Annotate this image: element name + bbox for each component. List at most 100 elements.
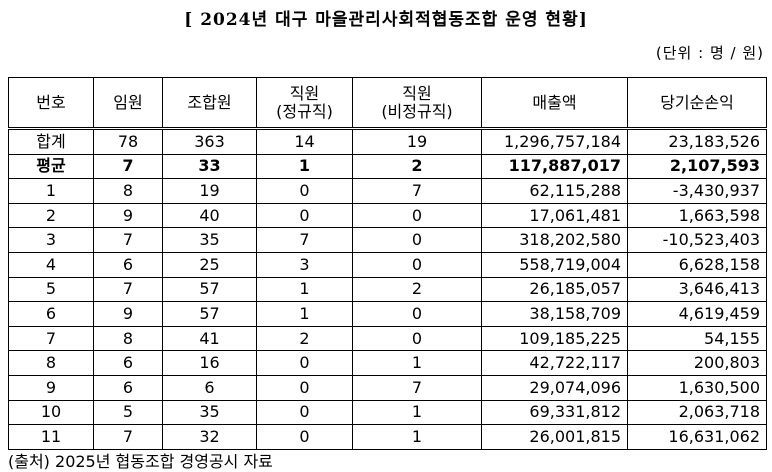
table-cell: -3,430,937 — [627, 178, 767, 204]
table-cell: 16 — [162, 350, 257, 376]
table-cell: 6 — [8, 301, 94, 327]
table-cell: 7 — [93, 227, 163, 253]
table-cell: 200,803 — [627, 350, 767, 376]
table-cell: 0 — [256, 178, 353, 204]
table-row: 합계 78 363 14 19 1,296,757,184 23,183,526 — [8, 128, 767, 155]
table-cell: 1 — [352, 424, 482, 450]
table-cell: 3 — [8, 227, 94, 253]
table-cell: 35 — [162, 399, 257, 426]
column-header: 임원 — [93, 77, 163, 130]
table-cell: 69,331,812 — [481, 399, 628, 426]
table-cell: 1,296,757,184 — [481, 128, 628, 155]
table-row: 5 7 57 1 2 26,185,057 3,646,413 — [8, 276, 767, 303]
table-cell: 16,631,062 — [627, 424, 767, 450]
column-header: 조합원 — [162, 77, 257, 130]
table-cell: 합계 — [8, 128, 94, 155]
table-row: 11 7 32 0 1 26,001,815 16,631,062 — [8, 424, 767, 450]
table-cell: 41 — [162, 325, 257, 352]
table-row: 9 6 6 0 7 29,074,096 1,630,500 — [8, 374, 767, 401]
table-cell: 0 — [256, 202, 353, 229]
column-header: 번호 — [8, 77, 94, 130]
table-row: 1 8 19 0 7 62,115,288 -3,430,937 — [8, 178, 767, 204]
table-row: 2 9 40 0 0 17,061,481 1,663,598 — [8, 202, 767, 229]
table-cell: 5 — [93, 399, 163, 426]
table-cell: 33 — [162, 153, 257, 180]
table-cell: 2 — [352, 276, 482, 303]
table-cell: 1,663,598 — [627, 202, 767, 229]
table-row: 10 5 35 0 1 69,331,812 2,063,718 — [8, 399, 767, 426]
table-cell: -10,523,403 — [627, 227, 767, 253]
table-cell: 7 — [256, 227, 353, 253]
table-row: 4 6 25 3 0 558,719,004 6,628,158 — [8, 251, 767, 278]
table-row: 6 9 57 1 0 38,158,709 4,619,459 — [8, 301, 767, 327]
table-row: 3 7 35 7 0 318,202,580 -10,523,403 — [8, 227, 767, 253]
table-cell: 9 — [93, 202, 163, 229]
table-cell: 0 — [256, 374, 353, 401]
table-cell: 0 — [352, 227, 482, 253]
table-cell: 78 — [93, 128, 163, 155]
table-cell: 1 — [256, 153, 353, 180]
table-cell: 1 — [352, 399, 482, 426]
table-cell: 35 — [162, 227, 257, 253]
table-cell: 6 — [93, 251, 163, 278]
table-cell: 9 — [93, 301, 163, 327]
table-cell: 2,107,593 — [627, 153, 767, 180]
table-cell: 38,158,709 — [481, 301, 628, 327]
table-cell: 318,202,580 — [481, 227, 628, 253]
table-cell: 0 — [256, 350, 353, 376]
table-cell: 0 — [352, 251, 482, 278]
title: [ 2024년 대구 마을관리사회적협동조합 운영 현황] — [184, 10, 588, 30]
table-cell: 4 — [8, 251, 94, 278]
table-cell: 1,630,500 — [627, 374, 767, 401]
table-cell: 11 — [8, 424, 94, 450]
table-cell: 1 — [8, 178, 94, 204]
table-cell: 9 — [8, 374, 94, 401]
table-cell: 8 — [93, 325, 163, 352]
table-cell: 7 — [93, 424, 163, 450]
table-row: 평균 7 33 1 2 117,887,017 2,107,593 — [8, 153, 767, 180]
table-cell: 6 — [93, 374, 163, 401]
table-cell: 1 — [352, 350, 482, 376]
table-cell: 117,887,017 — [481, 153, 628, 180]
table-cell: 2,063,718 — [627, 399, 767, 426]
table-cell: 5 — [8, 276, 94, 303]
table-cell: 2 — [8, 202, 94, 229]
table-cell: 363 — [162, 128, 257, 155]
header-row: 번호 임원 조합원 직원 (정규직) 직원 (비정규직) 매출액 당기순손익 — [8, 77, 767, 130]
table-cell: 62,115,288 — [481, 178, 628, 204]
table-cell: 평균 — [8, 153, 94, 180]
table-cell: 0 — [256, 424, 353, 450]
table-cell: 3 — [256, 251, 353, 278]
table-cell: 1 — [256, 301, 353, 327]
table-cell: 57 — [162, 301, 257, 327]
table-cell: 4,619,459 — [627, 301, 767, 327]
data-table: 번호 임원 조합원 직원 (정규직) 직원 (비정규직) 매출액 당기순손익 합계 78 363… — [8, 77, 767, 450]
table-cell: 40 — [162, 202, 257, 229]
table-cell: 6,628,158 — [627, 251, 767, 278]
table-cell: 25 — [162, 251, 257, 278]
table-cell: 14 — [256, 128, 353, 155]
table-cell: 23,183,526 — [627, 128, 767, 155]
table-cell: 2 — [352, 153, 482, 180]
table-cell: 32 — [162, 424, 257, 450]
table-cell: 0 — [352, 301, 482, 327]
table-cell: 26,185,057 — [481, 276, 628, 303]
source-note: (출처) 2025년 협동조합 경영공시 자료 — [8, 452, 273, 471]
table-cell: 19 — [162, 178, 257, 204]
table-cell: 10 — [8, 399, 94, 426]
column-header: 직원 (비정규직) — [352, 77, 482, 130]
table-cell: 7 — [352, 178, 482, 204]
table-cell: 7 — [8, 325, 94, 352]
table-cell: 29,074,096 — [481, 374, 628, 401]
column-header: 직원 (정규직) — [256, 77, 353, 130]
table-cell: 26,001,815 — [481, 424, 628, 450]
column-header: 당기순손익 — [627, 77, 767, 130]
table-cell: 0 — [256, 399, 353, 426]
table-cell: 57 — [162, 276, 257, 303]
column-header: 매출액 — [481, 77, 628, 130]
table-cell: 0 — [352, 202, 482, 229]
table-cell: 42,722,117 — [481, 350, 628, 376]
table-cell: 2 — [256, 325, 353, 352]
table-cell: 109,185,225 — [481, 325, 628, 352]
